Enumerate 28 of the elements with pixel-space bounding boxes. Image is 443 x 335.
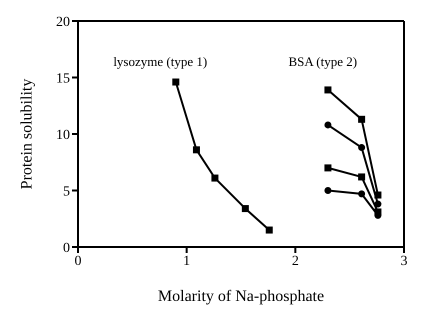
point [324, 187, 332, 194]
x-tick-label: 3 [400, 254, 408, 269]
x-tick-label: 2 [292, 254, 299, 269]
x-tick-label: 1 [183, 254, 190, 269]
y-tick-label: 20 [56, 14, 70, 30]
point [192, 146, 200, 154]
y-axis-title: Protein solubility [18, 78, 36, 190]
y-tick-label: 10 [56, 128, 70, 143]
point [324, 86, 332, 94]
point [358, 173, 366, 180]
point [374, 200, 382, 208]
point [358, 190, 366, 198]
y-tick-label: 0 [63, 240, 70, 256]
point [324, 164, 332, 172]
annotation: BSA (type 2) [288, 54, 358, 70]
point [358, 116, 366, 123]
x-tick-label: 0 [74, 254, 82, 269]
point [324, 121, 332, 128]
x-axis-title: Molarity of Na-phosphate [158, 288, 324, 305]
point [266, 226, 273, 234]
y-tick-label: 15 [56, 71, 70, 86]
point [242, 205, 249, 212]
annotation: lysozyme (type 1) [113, 54, 208, 70]
point [211, 174, 218, 182]
point [358, 144, 366, 152]
y-tick-label: 5 [63, 184, 70, 200]
point [172, 78, 180, 86]
point [374, 192, 382, 199]
